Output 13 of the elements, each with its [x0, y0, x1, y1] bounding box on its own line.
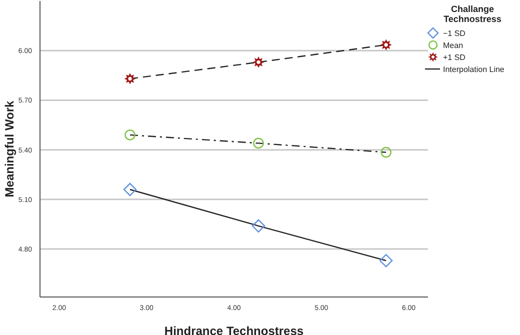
x-axis-title: Hindrance Technostress	[164, 324, 304, 335]
legend-label: +1 SD	[443, 52, 466, 62]
point	[123, 182, 137, 196]
point	[379, 254, 393, 268]
legend-title: Challange Technostress	[442, 4, 502, 24]
legend-label: −1 SD	[443, 28, 466, 38]
point	[253, 138, 264, 149]
text: Interpolation Line	[443, 64, 504, 74]
legend-label: Mean	[443, 40, 464, 50]
y-axis-title: Meaningful Work	[2, 100, 16, 198]
point	[124, 130, 136, 140]
point	[252, 219, 266, 232]
point	[380, 146, 392, 158]
